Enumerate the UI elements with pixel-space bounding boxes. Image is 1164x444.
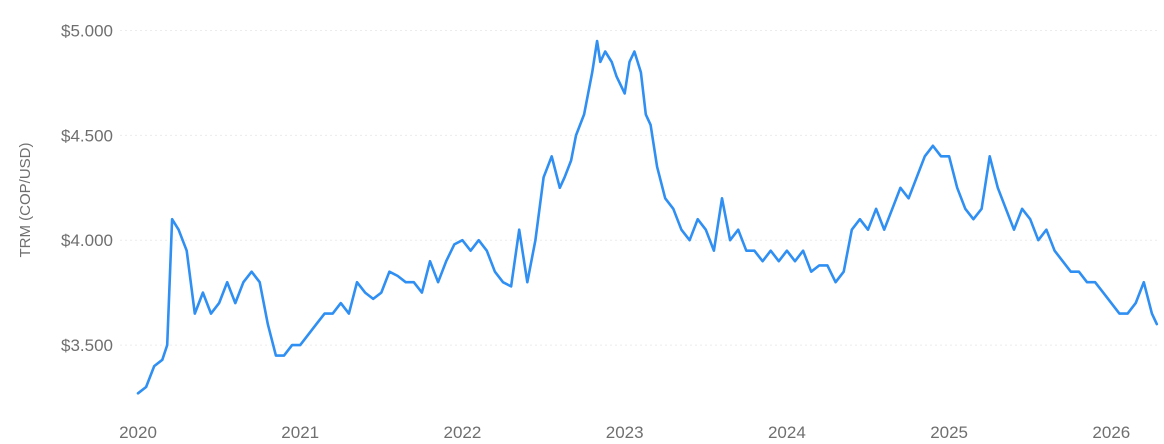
x-tick-label: 2026 (1092, 423, 1130, 442)
y-axis-title: TRM (COP/USD) (17, 143, 34, 258)
series-layer (136, 39, 1159, 395)
x-tick-label: 2020 (119, 423, 157, 442)
x-tick-label: 2025 (930, 423, 968, 442)
x-tick-label: 2023 (606, 423, 644, 442)
y-tick-label: $5.000 (61, 21, 113, 40)
gridlines (120, 29, 1160, 346)
y-tick-label: $4.000 (61, 231, 113, 250)
y-axis-ticks: $3.500 $4.000 $4.500 $5.000 (61, 21, 113, 355)
x-tick-label: 2024 (768, 423, 806, 442)
y-tick-label: $3.500 (61, 336, 113, 355)
x-axis-ticks: 2020 2021 2022 2023 2024 2025 2026 (119, 423, 1130, 442)
series-line (136, 39, 1159, 395)
y-tick-label: $4.500 (61, 126, 113, 145)
x-tick-label: 2022 (444, 423, 482, 442)
x-tick-label: 2021 (281, 423, 319, 442)
